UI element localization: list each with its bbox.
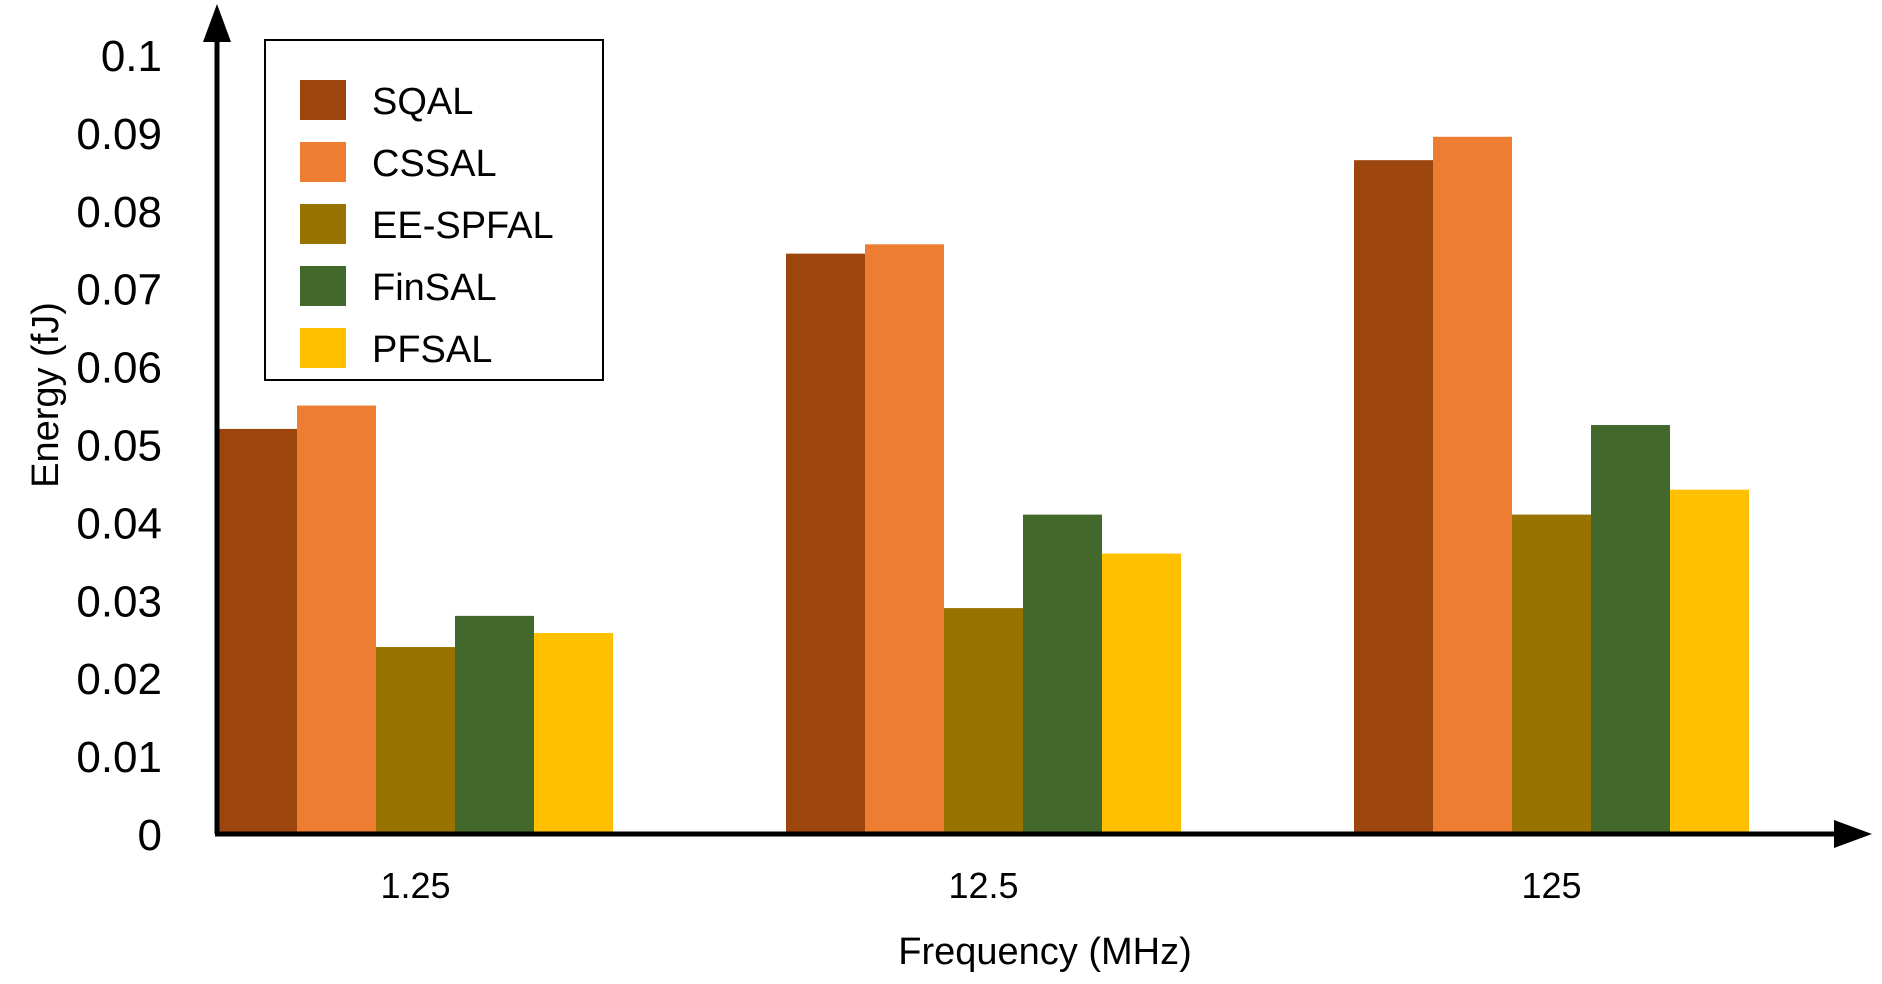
bar-cssal-1.25	[297, 405, 376, 834]
legend-swatch-sqal	[300, 80, 346, 120]
legend-label-ee-spfal: EE-SPFAL	[372, 205, 554, 247]
legend: SQAL CSSAL EE-SPFAL FinSAL PFSAL	[264, 39, 604, 381]
bar-finsal-12.5	[1023, 514, 1102, 834]
y-tick-label: 0.01	[76, 733, 162, 782]
y-tick-label: 0.06	[76, 344, 162, 393]
y-tick-label: 0.1	[101, 32, 162, 81]
x-tick-label: 1.25	[380, 865, 450, 906]
legend-label-sqal: SQAL	[372, 81, 473, 123]
bar-sqal-12.5	[786, 253, 865, 834]
legend-label-pfsal: PFSAL	[372, 329, 492, 371]
x-axis-arrow	[1834, 820, 1872, 848]
legend-label-cssal: CSSAL	[372, 143, 497, 185]
bar-cssal-12.5	[865, 244, 944, 834]
bars-group	[218, 136, 1749, 835]
bar-sqal-1.25	[218, 428, 297, 834]
x-tick-label: 12.5	[948, 865, 1018, 906]
y-tick-label: 0	[138, 811, 162, 860]
x-tick-labels: 1.25 12.5 125	[380, 865, 1581, 906]
x-axis-label: Frequency (MHz)	[898, 931, 1192, 973]
bar-pfsal-12.5	[1102, 553, 1181, 834]
bar-finsal-125	[1591, 425, 1670, 834]
bar-pfsal-1.25	[534, 633, 613, 834]
y-tick-label: 0.08	[76, 188, 162, 237]
legend-swatch-ee-spfal	[300, 204, 346, 244]
x-tick-label: 125	[1521, 865, 1581, 906]
y-axis-arrow	[203, 4, 231, 42]
legend-swatch-finsal	[300, 266, 346, 306]
bar-pfsal-125	[1670, 489, 1749, 834]
y-tick-label: 0.05	[76, 422, 162, 471]
y-tick-labels: 0 0.01 0.02 0.03 0.04 0.05 0.06 0.07 0.08 0.09 0.1	[76, 32, 162, 860]
y-tick-label: 0.04	[76, 499, 162, 548]
bar-ee-spfal-125	[1512, 514, 1591, 834]
bar-cssal-125	[1433, 136, 1512, 835]
legend-swatch-cssal	[300, 142, 346, 182]
legend-swatch-pfsal	[300, 328, 346, 368]
y-axis-label: Energy (fJ)	[25, 302, 67, 488]
bar-ee-spfal-1.25	[376, 647, 455, 834]
y-tick-label: 0.02	[76, 655, 162, 704]
bar-finsal-1.25	[455, 615, 534, 834]
y-tick-label: 0.03	[76, 577, 162, 626]
bar-ee-spfal-12.5	[944, 608, 1023, 834]
y-tick-label: 0.09	[76, 110, 162, 159]
y-tick-label: 0.07	[76, 266, 162, 315]
legend-label-finsal: FinSAL	[372, 267, 497, 309]
bar-sqal-125	[1354, 160, 1433, 835]
